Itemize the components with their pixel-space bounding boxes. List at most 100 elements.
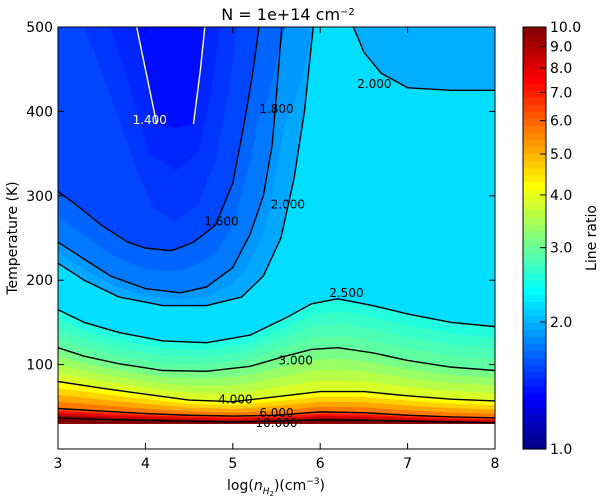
colorbar-tick-label: 3.0 xyxy=(550,241,572,257)
colorbar-segment xyxy=(523,315,546,323)
colorbar-segment xyxy=(523,434,546,443)
colorbar-segment xyxy=(523,245,546,253)
colorbar-segment xyxy=(523,111,546,120)
colorbar-tick-label: 8.0 xyxy=(550,61,572,77)
colorbar-segment xyxy=(523,55,546,63)
colorbar-segment xyxy=(523,385,546,394)
colorbar-segment xyxy=(523,27,546,35)
colorbar-segment xyxy=(523,287,546,295)
x-tick-label: 3 xyxy=(54,456,63,472)
contour-labels: 1.400 1.600 1.800 2.000 2.000 2.500 3.000 4.000… xyxy=(133,77,392,430)
colorbar-segment xyxy=(523,132,546,141)
contour-label: 6.000 xyxy=(259,406,293,420)
contour-line xyxy=(352,27,495,91)
colorbar-segment xyxy=(523,238,546,246)
colorbar-segment xyxy=(523,280,546,288)
colorbar-segment xyxy=(523,441,546,450)
x-tick-label: 5 xyxy=(228,456,237,472)
x-tick-label: 6 xyxy=(316,456,325,472)
colorbar-tick-label: 6.0 xyxy=(550,114,572,130)
contour-label: 10.000 xyxy=(256,416,298,430)
colorbar-segment xyxy=(523,350,546,359)
colorbar-label: Line ratio xyxy=(584,205,600,271)
colorbar-segment xyxy=(523,308,546,316)
colorbar-segment xyxy=(523,378,546,387)
colorbar-tick-label: 2.0 xyxy=(550,315,572,331)
colorbar-segment xyxy=(523,392,546,401)
band-fill xyxy=(353,27,495,91)
contour-lines xyxy=(58,27,495,424)
colorbar-segment xyxy=(523,181,546,190)
colorbar-segment xyxy=(523,167,546,176)
y-axis: 100 200 300 400 500 xyxy=(26,20,495,374)
colorbar-segment xyxy=(523,97,546,105)
colorbar-tick-label: 1.0 xyxy=(550,442,572,458)
colorbar-segment xyxy=(523,118,546,127)
colorbar-segment xyxy=(523,399,546,408)
colorbar-segment xyxy=(523,427,546,436)
colorbar-segment xyxy=(523,357,546,366)
colorbar-segment xyxy=(523,76,546,84)
y-tick-label: 400 xyxy=(26,104,53,120)
colorbar-tick-label: 10.0 xyxy=(550,20,581,36)
colorbar-tick-label: 4.0 xyxy=(550,188,572,204)
contour-line xyxy=(58,417,495,424)
colorbar-segment xyxy=(523,209,546,218)
contour-line xyxy=(192,27,206,125)
contour-label: 3.000 xyxy=(279,354,313,368)
colorbar-segment xyxy=(523,294,546,302)
colorbar-segment xyxy=(523,202,546,211)
contour-line xyxy=(135,27,158,125)
colorbar-segment xyxy=(523,420,546,429)
contour-line xyxy=(58,27,260,252)
colorbar-tick-label: 9.0 xyxy=(550,39,572,55)
colorbar-segment xyxy=(523,322,546,331)
contour-line xyxy=(58,380,495,403)
x-axis-label: log(nH2)(cm−3) xyxy=(227,477,325,498)
well-band xyxy=(136,27,205,129)
contour-label: 2.500 xyxy=(329,286,363,300)
plot-frame xyxy=(57,26,496,450)
contour-line xyxy=(58,27,283,294)
colorbar-segment xyxy=(523,413,546,422)
contour-label: 2.000 xyxy=(357,77,391,91)
y-tick-label: 300 xyxy=(26,189,53,205)
colorbar-segment xyxy=(523,329,546,338)
colorbar-segment xyxy=(523,195,546,204)
colorbar-segment xyxy=(523,230,546,239)
band-fill xyxy=(58,422,495,424)
x-axis: 3 4 5 6 7 8 xyxy=(54,27,500,472)
x-tick-label: 8 xyxy=(491,456,500,472)
colorbar-segment xyxy=(523,273,546,281)
x-tick-label: 4 xyxy=(141,456,150,472)
colorbar-tick-label: 5.0 xyxy=(550,147,572,163)
contour-line xyxy=(58,347,495,373)
colorbar-segment xyxy=(523,406,546,415)
contour-label: 2.000 xyxy=(271,197,305,211)
colorbar-segment xyxy=(523,343,546,352)
x-tick-label: 7 xyxy=(403,456,412,472)
colorbar-segment xyxy=(523,41,546,49)
colorbar-segment xyxy=(523,252,546,260)
colorbar-segment xyxy=(523,371,546,380)
colorbar-segment xyxy=(523,125,546,134)
contour-line xyxy=(58,407,495,419)
colorbar-segment xyxy=(523,160,546,169)
colorbar-segment xyxy=(523,174,546,183)
chart-title: N = 1e+14 cm−2 xyxy=(221,5,355,24)
colorbar-segment xyxy=(523,188,546,197)
colorbar-segment xyxy=(523,259,546,267)
heatmap-bands xyxy=(58,27,495,424)
y-axis-label: Temperature (K) xyxy=(5,181,21,295)
colorbar-segment xyxy=(523,153,546,162)
y-tick-label: 100 xyxy=(26,358,53,374)
colorbar-segment xyxy=(523,62,546,70)
colorbar-ticks: 1.0 2.0 3.0 4.0 5.0 6.0 7.0 8.0 9.0 10.0 xyxy=(540,20,581,458)
colorbar-segment xyxy=(523,223,546,232)
colorbar xyxy=(523,27,546,450)
y-tick-label: 500 xyxy=(26,20,53,36)
contour-label: 1.600 xyxy=(204,214,238,228)
colorbar-segment xyxy=(523,48,546,56)
colorbar-segment xyxy=(523,301,546,309)
